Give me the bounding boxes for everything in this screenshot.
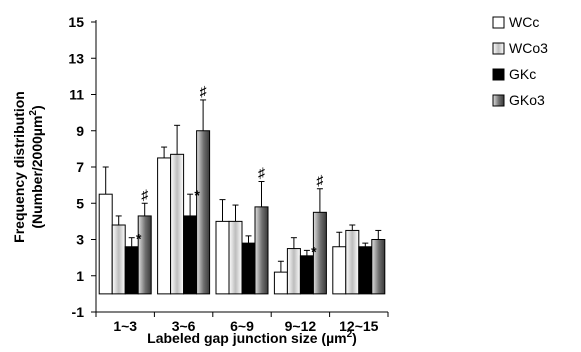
y-tick-label-8: 15 — [68, 14, 84, 30]
bar-GKc-2 — [241, 242, 256, 295]
y-tick-label-4: 7 — [76, 159, 84, 175]
bar-WCo3-1 — [170, 153, 185, 295]
bar-WCc-1 — [157, 157, 172, 295]
bar-WCc-3 — [273, 271, 288, 295]
category-label-2: 6~9 — [230, 318, 254, 334]
annotation-2: * — [194, 187, 200, 203]
category-label-4: 12~15 — [339, 318, 379, 334]
annotation-1: ♯ — [141, 186, 149, 202]
bar-WCc-2 — [215, 220, 230, 295]
legend-swatch-WCo3 — [492, 42, 505, 55]
y-axis-title-line2: (Number/2000µm2) — [28, 105, 45, 228]
bar-WCo3-3 — [286, 248, 301, 295]
y-tick-label-1: 1 — [76, 268, 84, 284]
bar-GKc-1 — [183, 215, 198, 295]
y-tick-label-7: 13 — [68, 50, 84, 66]
legend-swatch-GKo3 — [492, 94, 505, 107]
bar-WCo3-2 — [228, 220, 243, 295]
y-tick-label-3: 5 — [76, 195, 84, 211]
bar-GKo3-2 — [254, 206, 269, 295]
annotation-4: ♯ — [258, 165, 266, 181]
annotation-6: ♯ — [316, 172, 324, 188]
bar-WCc-0 — [98, 193, 113, 295]
annotation-5: * — [311, 243, 317, 259]
bar-WCo3-0 — [111, 224, 126, 295]
legend-label-GKc: GKc — [509, 66, 536, 82]
legend-label-WCo3: WCo3 — [509, 40, 548, 56]
annotation-0: * — [136, 231, 142, 247]
bar-GKo3-0 — [137, 215, 152, 295]
category-label-0: 1~3 — [113, 318, 137, 334]
bar-GKc-0 — [124, 246, 139, 295]
legend-swatch-WCc — [492, 16, 505, 29]
legend-label-WCc: WCc — [509, 14, 539, 30]
legend-swatch-GKc — [492, 68, 505, 81]
bar-GKo3-4 — [371, 239, 386, 295]
y-axis-title-line1: Frequency distribution — [11, 91, 27, 243]
bar-GKc-4 — [358, 246, 373, 295]
legend-label-GKo3: GKo3 — [509, 92, 545, 108]
y-tick-label-2: 3 — [76, 232, 84, 248]
bar-WCo3-4 — [345, 229, 360, 295]
y-tick-label-5: 9 — [76, 123, 84, 139]
category-label-3: 9~12 — [285, 318, 317, 334]
category-label-1: 3~6 — [172, 318, 196, 334]
bar-GKo3-1 — [196, 130, 211, 295]
y-tick-label-6: 11 — [69, 87, 84, 103]
annotation-3: ♯ — [200, 83, 208, 99]
y-tick-label-0: -1 — [72, 304, 85, 320]
bar-GKc-3 — [299, 255, 314, 295]
bar-WCc-4 — [332, 246, 347, 295]
x-axis-title: Labeled gap junction size (µm2) — [147, 329, 357, 346]
